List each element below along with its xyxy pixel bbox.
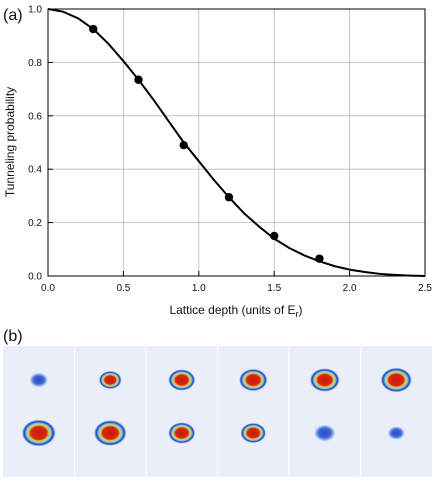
absorption-image-grid bbox=[3, 346, 432, 477]
atom-cloud-top bbox=[239, 368, 268, 392]
x-axis-label: Lattice depth (units of Er) bbox=[169, 303, 302, 319]
data-point bbox=[134, 75, 143, 84]
atom-cloud-top bbox=[98, 371, 122, 389]
y-tick-labels: 0.0 0.2 0.4 0.6 0.8 1.0 bbox=[28, 5, 42, 283]
x-tick-label: 2.0 bbox=[343, 283, 357, 294]
x-axis-label-subscript: r bbox=[296, 309, 299, 319]
data-points bbox=[89, 24, 324, 263]
panel-a-label: (a) bbox=[3, 7, 23, 24]
data-point bbox=[179, 140, 188, 150]
atom-cloud-top bbox=[29, 372, 48, 388]
grid bbox=[48, 9, 425, 276]
plot-frame bbox=[47, 8, 426, 277]
y-axis-label: Tunneling probability bbox=[3, 87, 17, 197]
y-tick-label: 0.6 bbox=[28, 111, 42, 122]
atom-cloud-bottom bbox=[240, 422, 266, 444]
x-axis-label-close: ) bbox=[299, 303, 303, 317]
y-tick-label: 0.4 bbox=[28, 165, 42, 176]
axis-ticks bbox=[47, 8, 426, 277]
atom-cloud-top bbox=[309, 368, 340, 392]
tunneling-curve bbox=[47, 8, 426, 277]
data-point bbox=[89, 24, 98, 34]
y-tick-label: 0.0 bbox=[28, 272, 42, 283]
x-tick-label: 2.5 bbox=[418, 283, 432, 294]
data-point bbox=[224, 193, 234, 202]
y-tick-label: 0.8 bbox=[28, 58, 42, 69]
data-point bbox=[270, 231, 279, 241]
x-tick-label: 1.0 bbox=[192, 283, 206, 294]
panel-b-label: (b) bbox=[3, 328, 23, 345]
data-point bbox=[315, 254, 324, 263]
atom-cloud-bottom bbox=[94, 420, 127, 446]
x-tick-labels: 0.0 0.5 1.0 1.5 2.0 2.5 bbox=[41, 283, 432, 294]
atom-cloud-bottom bbox=[387, 426, 405, 440]
y-tick-label: 0.2 bbox=[28, 218, 42, 229]
atom-cloud-bottom bbox=[314, 424, 336, 442]
x-tick-label: 0.5 bbox=[116, 283, 130, 294]
atom-cloud-top bbox=[380, 367, 412, 393]
y-tick-label: 1.0 bbox=[28, 5, 42, 16]
x-tick-label: 0.0 bbox=[41, 283, 55, 294]
atom-cloud-bottom bbox=[21, 419, 56, 447]
x-axis-label-main: Lattice depth (units of E bbox=[169, 303, 295, 317]
atom-cloud-top bbox=[168, 369, 196, 391]
atom-cloud-bottom bbox=[168, 422, 196, 444]
x-tick-label: 1.5 bbox=[267, 283, 281, 294]
